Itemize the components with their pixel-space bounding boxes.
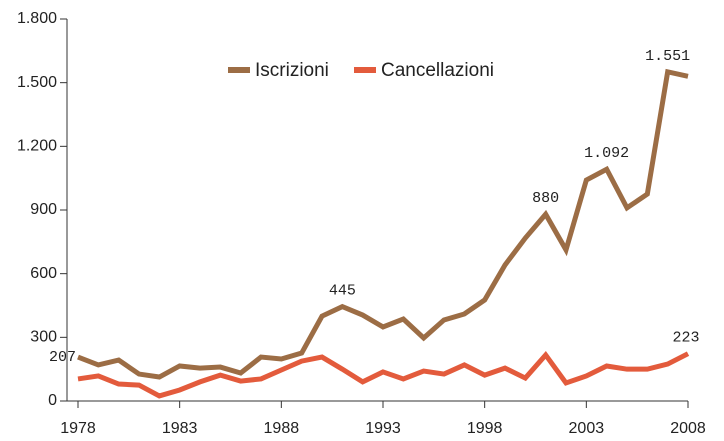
x-tick-label: 1978 <box>60 420 96 437</box>
y-tick-label: 1.500 <box>17 74 57 91</box>
y-tick-label: 300 <box>30 329 57 346</box>
x-tick-label: 2008 <box>670 420 706 437</box>
legend-label: Iscrizioni <box>255 60 329 81</box>
legend-label: Cancellazioni <box>381 60 494 81</box>
y-tick-label: 1.800 <box>17 10 57 27</box>
series-line <box>77 68 689 380</box>
y-tick-label: 1.200 <box>17 138 57 155</box>
y-tick-label: 900 <box>30 201 57 218</box>
x-tick-label: 1988 <box>264 420 300 437</box>
data-label: 1.551 <box>645 48 690 65</box>
data-label: 1.092 <box>584 145 629 162</box>
data-label: 880 <box>532 190 559 207</box>
data-label: 223 <box>672 330 699 347</box>
data-label: 207 <box>49 349 76 366</box>
x-tick-label: 1983 <box>162 420 198 437</box>
data-label: 445 <box>329 283 356 300</box>
y-tick-label: 0 <box>48 392 57 409</box>
y-tick-label: 600 <box>30 265 57 282</box>
x-tick-label: 1998 <box>467 420 503 437</box>
series-line <box>77 350 690 399</box>
x-tick-label: 1993 <box>365 420 401 437</box>
x-tick-label: 2003 <box>569 420 605 437</box>
